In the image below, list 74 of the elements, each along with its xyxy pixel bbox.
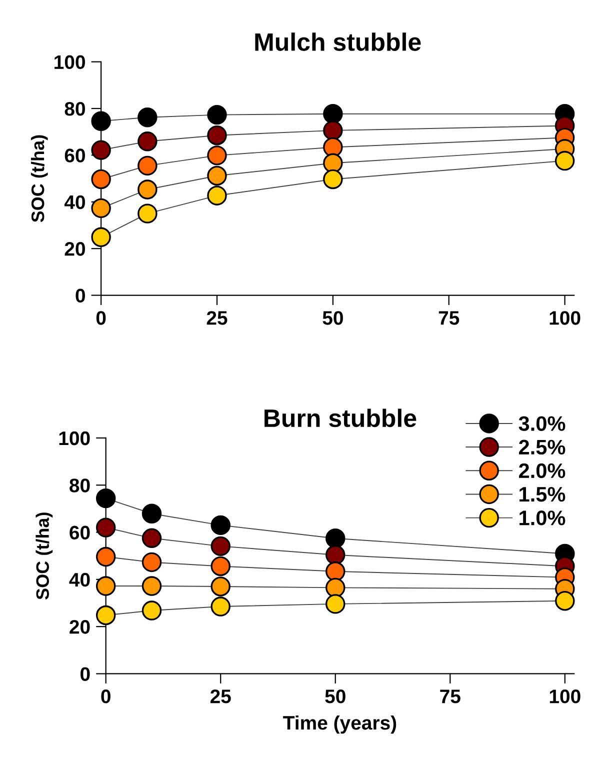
y-tick-label: 40	[69, 572, 90, 587]
x-tick-label: 25	[210, 690, 231, 704]
point	[142, 552, 162, 572]
x-tick-label: 50	[322, 311, 343, 325]
y-axis-title: SOC (t/ha)	[36, 512, 53, 600]
y-tick-label: 20	[70, 620, 90, 634]
point	[210, 536, 230, 556]
point	[323, 120, 343, 140]
x-tick-label: 0	[101, 690, 110, 704]
point	[555, 591, 575, 611]
point	[138, 108, 158, 128]
y-tick-label: 80	[70, 478, 90, 492]
point	[138, 156, 158, 176]
point	[96, 488, 116, 508]
point	[323, 104, 343, 124]
point	[207, 125, 227, 146]
x-tick-label: 0	[96, 311, 106, 325]
point	[210, 556, 230, 576]
point	[210, 515, 230, 536]
point	[323, 169, 343, 190]
point	[210, 576, 230, 596]
point	[96, 518, 116, 538]
y-tick-label: 0	[80, 667, 90, 681]
y-tick-label: 100	[59, 431, 90, 446]
point	[326, 578, 346, 598]
point	[326, 545, 346, 565]
point	[91, 198, 111, 218]
point	[91, 111, 111, 131]
point	[142, 528, 162, 548]
point	[326, 562, 346, 582]
x-axis-title: Time (years)	[283, 715, 396, 734]
point	[91, 227, 111, 248]
x-tick-label: 25	[206, 311, 228, 325]
chart-title: Mulch stubble	[255, 32, 421, 51]
y-tick-label: 60	[64, 148, 85, 162]
point	[554, 150, 575, 171]
point	[96, 576, 116, 596]
x-tick-label: 75	[440, 690, 460, 704]
point	[323, 137, 343, 158]
point	[207, 166, 227, 186]
y-tick-label: 100	[54, 55, 85, 70]
point	[207, 146, 227, 166]
legend-label: 1.5%	[520, 487, 566, 502]
chart-title: Burn stubble	[264, 408, 416, 428]
point	[91, 169, 111, 190]
y-tick-label: 40	[64, 195, 85, 210]
point	[323, 153, 343, 173]
legend-label: 1.0%	[520, 510, 566, 526]
point	[138, 180, 158, 200]
point	[96, 546, 116, 567]
point	[142, 576, 162, 596]
point	[138, 132, 158, 152]
point	[96, 605, 116, 626]
point	[326, 528, 346, 548]
point	[138, 204, 158, 224]
y-tick-label: 60	[70, 526, 90, 540]
y-tick-label: 0	[76, 288, 85, 303]
y-axis-title: SOC (t/ha)	[30, 135, 48, 222]
point	[91, 140, 111, 160]
point	[142, 600, 162, 620]
x-tick-label: 100	[550, 311, 580, 325]
point	[142, 504, 162, 524]
x-tick-label: 50	[325, 690, 346, 704]
legend-label: 3.0%	[518, 416, 566, 431]
point	[207, 186, 227, 206]
legend-label: 2.5%	[518, 440, 566, 455]
point	[326, 594, 346, 614]
y-tick-label: 20	[64, 242, 85, 256]
y-tick-label: 80	[64, 102, 85, 116]
x-tick-label: 75	[438, 311, 460, 325]
point	[210, 596, 230, 616]
x-tick-label: 100	[550, 690, 580, 704]
point	[207, 104, 227, 125]
legend-label: 2.0%	[518, 463, 566, 478]
